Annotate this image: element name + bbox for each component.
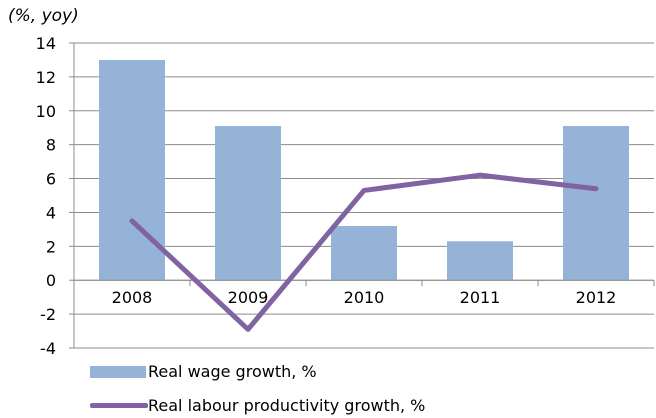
y-tick-label: 4 bbox=[46, 203, 56, 222]
y-tick-label: -4 bbox=[40, 339, 56, 358]
unit-label: (%, yoy) bbox=[8, 6, 79, 26]
y-tick-label: -2 bbox=[40, 305, 56, 324]
legend-label-wage: Real wage growth, % bbox=[148, 362, 317, 381]
y-tick-label: 14 bbox=[36, 34, 56, 53]
x-tick-label: 2011 bbox=[460, 288, 501, 307]
y-tick-label: 6 bbox=[46, 170, 56, 189]
y-tick-label: 8 bbox=[46, 136, 56, 155]
bar-wage-2012 bbox=[563, 126, 629, 281]
x-tick-label: 2008 bbox=[112, 288, 153, 307]
bar-wage-2009 bbox=[215, 126, 281, 281]
y-tick-label: 10 bbox=[36, 102, 56, 121]
y-tick-label: 12 bbox=[36, 68, 56, 87]
legend-swatch-wage bbox=[90, 365, 146, 378]
y-tick-label: 0 bbox=[46, 271, 56, 290]
bar-wage-2010 bbox=[331, 226, 397, 281]
x-tick-label: 2012 bbox=[576, 288, 617, 307]
legend-item-wage: Real wage growth, % bbox=[90, 362, 317, 381]
y-tick-label: 2 bbox=[46, 237, 56, 256]
legend-label-productivity: Real labour productivity growth, % bbox=[148, 396, 426, 415]
legend-swatch-productivity bbox=[90, 403, 148, 408]
x-tick-label: 2009 bbox=[228, 288, 269, 307]
bar-wage-2008 bbox=[99, 59, 165, 281]
legend-item-productivity: Real labour productivity growth, % bbox=[90, 396, 425, 415]
x-tick-label: 2010 bbox=[344, 288, 385, 307]
bar-wage-2011 bbox=[447, 241, 513, 281]
